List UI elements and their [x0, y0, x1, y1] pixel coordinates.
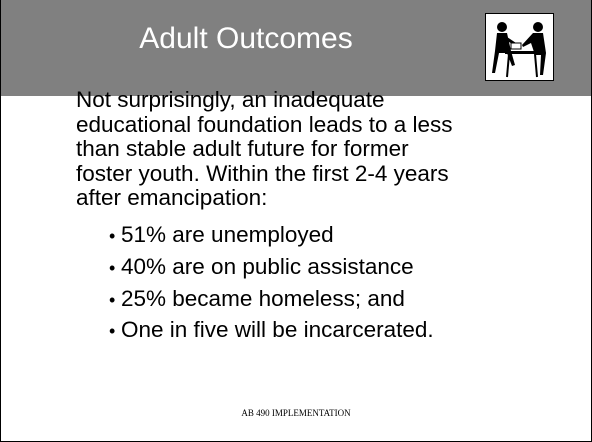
- paragraph-line: than stable adult future for former: [76, 136, 409, 162]
- paragraph: Not surprisingly, an inadequate education…: [76, 87, 453, 211]
- bullet-item: One in five will be incarcerated.: [109, 315, 434, 347]
- bullet-text: 25% became homeless; and: [121, 285, 405, 311]
- bullet-list: 51% are unemployed 40% are on public assi…: [109, 220, 434, 347]
- header-band: Adult Outcomes: [1, 0, 591, 96]
- footer: AB 490 IMPLEMENTATION: [241, 408, 351, 418]
- bullet-item: 51% are unemployed: [109, 220, 434, 252]
- paragraph-line: foster youth. Within the first 2-4 years: [76, 160, 449, 186]
- bullet-text: 40% are on public assistance: [121, 253, 414, 279]
- bullet-item: 40% are on public assistance: [109, 252, 434, 284]
- paragraph-line: Not surprisingly, an inadequate: [76, 87, 385, 112]
- bullet-text: 51% are unemployed: [121, 222, 334, 247]
- clipart: [485, 13, 554, 81]
- paragraph-line: after emancipation:: [76, 185, 268, 211]
- bullet-text: One in five will be incarcerated.: [121, 317, 434, 343]
- paragraph-line: educational foundation leads to a less: [76, 111, 453, 137]
- slide-title: Adult Outcomes: [139, 22, 353, 55]
- bullet-item: 25% became homeless; and: [109, 284, 434, 316]
